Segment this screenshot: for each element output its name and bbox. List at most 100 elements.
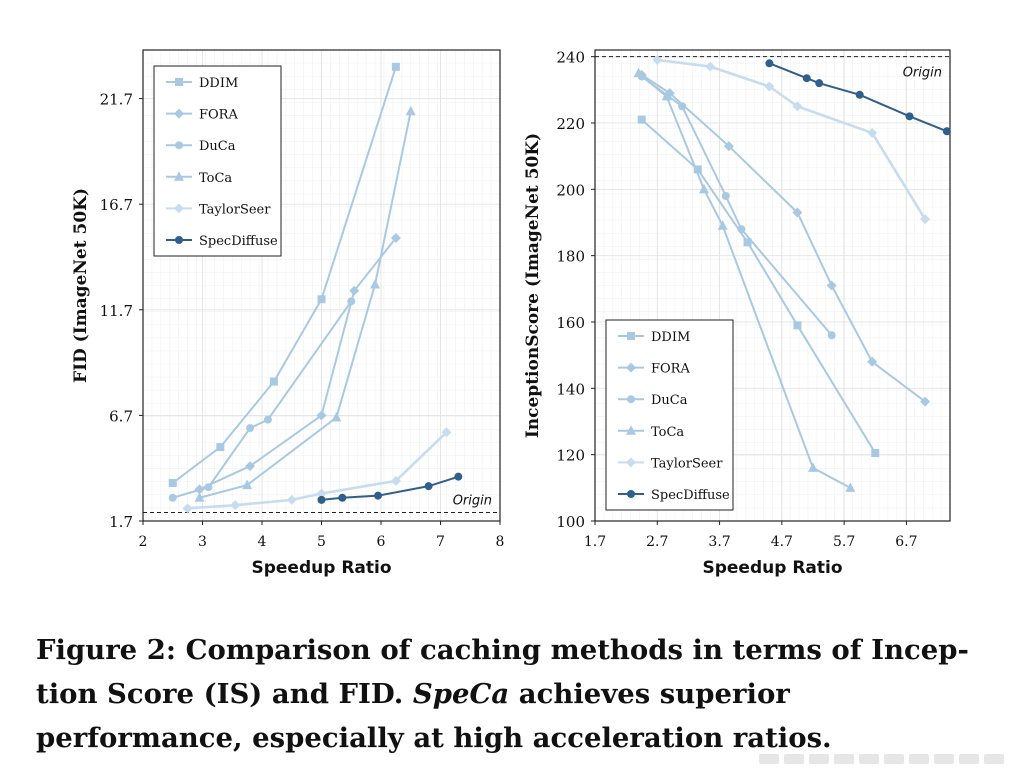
data-point bbox=[441, 427, 452, 438]
data-point bbox=[204, 483, 213, 492]
data-point bbox=[370, 278, 381, 289]
legend-item: DDIM bbox=[618, 330, 690, 345]
legend-marker bbox=[175, 141, 183, 150]
data-point bbox=[867, 356, 878, 367]
data-point bbox=[424, 482, 433, 491]
data-point bbox=[246, 424, 255, 433]
legend-label: SpecDiffuse bbox=[199, 234, 278, 249]
data-point bbox=[793, 321, 802, 330]
series-duca bbox=[168, 297, 356, 502]
data-point bbox=[194, 492, 205, 502]
legend-label: DDIM bbox=[651, 330, 690, 345]
y-tick-label: 6.7 bbox=[109, 407, 133, 425]
data-point bbox=[871, 449, 880, 458]
data-point bbox=[245, 461, 256, 472]
data-point bbox=[678, 102, 687, 111]
data-point bbox=[920, 214, 931, 225]
legend-marker bbox=[175, 236, 183, 244]
data-point bbox=[723, 141, 734, 152]
data-point bbox=[633, 67, 644, 78]
legend-item: DuCa bbox=[618, 393, 688, 408]
legend-label: SpecDiffuse bbox=[651, 488, 730, 503]
data-point bbox=[807, 462, 818, 472]
x-tick-label: 7 bbox=[436, 534, 445, 550]
plot-frame bbox=[594, 49, 951, 522]
plot-frame bbox=[142, 49, 501, 522]
watermark bbox=[759, 754, 1004, 764]
data-point bbox=[827, 331, 836, 340]
legend-box bbox=[153, 65, 282, 257]
legend-label: FORA bbox=[651, 362, 690, 377]
data-point bbox=[391, 62, 400, 71]
legend-marker bbox=[174, 203, 184, 214]
y-tick-label: 200 bbox=[556, 181, 585, 199]
legend-marker bbox=[174, 108, 184, 119]
data-point bbox=[316, 488, 327, 499]
legend-label: DDIM bbox=[199, 76, 238, 91]
data-point bbox=[942, 127, 951, 136]
data-point bbox=[390, 232, 401, 243]
data-point bbox=[349, 285, 360, 296]
series-taylorseer bbox=[182, 427, 452, 514]
legend-label: TaylorSeer bbox=[199, 202, 271, 217]
series-line bbox=[187, 431, 448, 510]
series-ddim bbox=[637, 115, 880, 458]
data-point bbox=[845, 482, 856, 492]
legend: DDIM FORA DuCa ToCa TaylorSeer SpecDiffuse bbox=[605, 319, 734, 511]
data-point bbox=[286, 494, 297, 505]
data-point bbox=[338, 493, 347, 502]
legend-marker bbox=[175, 78, 183, 86]
series-ddim bbox=[168, 62, 400, 487]
legend-item: ToCa bbox=[618, 425, 684, 440]
legend-item: TaylorSeer bbox=[166, 202, 271, 217]
caption-suffix: achieves superior performance, especiall… bbox=[36, 678, 832, 754]
legend-item: DDIM bbox=[166, 76, 238, 91]
data-point bbox=[242, 479, 253, 490]
y-tick-label: 1.7 bbox=[109, 513, 133, 531]
chart-1: 2 3 4 5 6 7 8 1.7 6.7 11.7 16.7 21.7 Origin Speedup R… bbox=[71, 49, 504, 578]
legend-marker bbox=[626, 457, 636, 468]
figure-charts: 2 3 4 5 6 7 8 1.7 6.7 11.7 16.7 21.7 Origin Speedup R… bbox=[71, 49, 951, 578]
data-point bbox=[168, 493, 177, 502]
data-point bbox=[454, 472, 463, 481]
data-point bbox=[182, 503, 193, 514]
legend-marker bbox=[174, 171, 184, 181]
data-point bbox=[269, 377, 278, 386]
x-tick-label: 2.7 bbox=[646, 534, 668, 550]
legend-marker bbox=[626, 425, 636, 435]
legend-item: FORA bbox=[618, 362, 690, 377]
data-point bbox=[331, 412, 342, 422]
y-tick-label: 240 bbox=[556, 49, 585, 67]
series-specdiffuse bbox=[317, 472, 463, 504]
data-point bbox=[867, 127, 878, 138]
series-line bbox=[637, 72, 851, 489]
data-point bbox=[637, 115, 646, 124]
legend-label: FORA bbox=[199, 108, 238, 123]
data-point bbox=[347, 297, 356, 306]
data-point bbox=[230, 500, 241, 511]
data-point bbox=[815, 79, 824, 88]
data-point bbox=[826, 280, 837, 291]
x-axis-label: Speedup Ratio bbox=[251, 558, 391, 578]
legend-label: DuCa bbox=[199, 139, 236, 154]
x-tick-label: 4 bbox=[258, 534, 267, 550]
y-tick-label: 140 bbox=[556, 380, 585, 398]
x-tick-label: 5 bbox=[317, 534, 326, 550]
data-point bbox=[705, 61, 716, 72]
legend-marker bbox=[627, 332, 635, 340]
legend-label: ToCa bbox=[651, 425, 684, 440]
x-tick-label: 6 bbox=[377, 534, 386, 550]
x-tick-label: 1.7 bbox=[584, 534, 606, 550]
data-point bbox=[693, 165, 702, 174]
data-point bbox=[652, 54, 663, 65]
x-tick-label: 6.7 bbox=[895, 534, 917, 550]
y-tick-label: 180 bbox=[556, 248, 585, 266]
y-tick-label: 11.7 bbox=[100, 302, 133, 320]
caption-prefix: Figure 2: Comparison of caching methods … bbox=[36, 634, 969, 710]
data-point bbox=[737, 225, 746, 234]
data-point bbox=[168, 478, 177, 487]
x-axis-label: Speedup Ratio bbox=[702, 558, 842, 578]
legend-marker bbox=[627, 395, 635, 404]
data-point bbox=[390, 475, 401, 486]
data-point bbox=[721, 191, 730, 200]
